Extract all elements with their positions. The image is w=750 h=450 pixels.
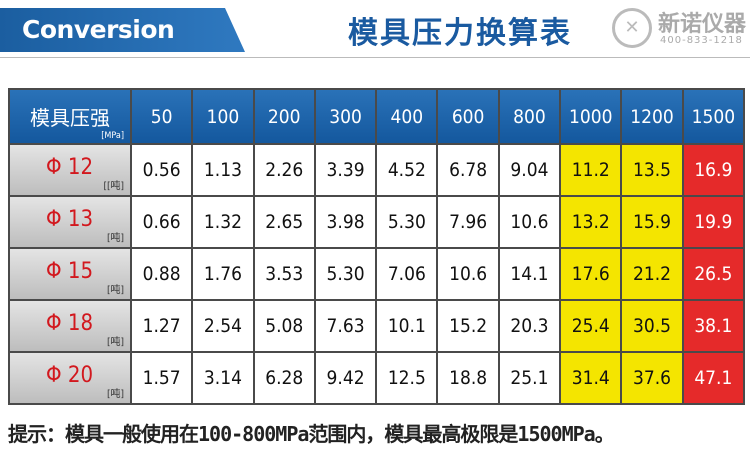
- table-cell: 13.5: [620, 143, 684, 197]
- row-unit: [吨]: [106, 389, 124, 400]
- table-cell: 5.30: [313, 247, 378, 301]
- footer-note: 提示：模具一般使用在100-800MPa范围内，模具最高极限是1500MPa。: [8, 422, 615, 446]
- table-row: Φ 20 [吨] 1.57 3.14 6.28 9.42 12.5 18.8 25.1 31.4 3…: [8, 351, 746, 405]
- table-cell: 25.4: [559, 299, 623, 353]
- table-cell: 10.1: [375, 299, 439, 353]
- table-cell: 1.32: [191, 195, 255, 249]
- table-cell: 17.6: [559, 247, 623, 301]
- table-cell: 1.76: [191, 247, 255, 301]
- row-label: Φ 12: [46, 155, 94, 180]
- table-cell: 0.56: [129, 143, 194, 197]
- table-cell: 20.3: [497, 299, 562, 353]
- table-cell: 0.88: [129, 247, 194, 301]
- table-cell: 0.66: [129, 195, 194, 249]
- table-cell: 4.52: [375, 143, 439, 197]
- table-cell: 15.9: [620, 195, 684, 249]
- table-cell: 6.78: [436, 143, 500, 197]
- column-header: 100: [191, 88, 255, 145]
- row-unit: [吨]: [106, 233, 124, 244]
- row-header: Φ 20 [吨]: [8, 351, 132, 405]
- row-unit: [吨]: [106, 337, 124, 348]
- column-header: 50: [129, 88, 194, 145]
- header-row: 模具压强 [MPa] 50 100 200 300 400 600 800 1000 1200 150…: [8, 88, 746, 145]
- table-cell: 3.39: [313, 143, 378, 197]
- logo: ✕ 新诺仪器 400-833-1218: [612, 6, 748, 50]
- table-cell: 2.54: [191, 299, 255, 353]
- table-cell: 9.04: [497, 143, 562, 197]
- table-cell: 7.06: [375, 247, 439, 301]
- table-cell: 30.5: [620, 299, 684, 353]
- page-title: 模具压力换算表: [348, 16, 572, 51]
- table-row: Φ 13 [吨] 0.66 1.32 2.65 3.98 5.30 7.96 10.6 13.2 1…: [8, 195, 746, 249]
- table-cell: 21.2: [620, 247, 684, 301]
- table-cell: 25.1: [497, 351, 562, 405]
- row-unit: [吨]: [106, 285, 124, 296]
- table-cell: 1.27: [129, 299, 194, 353]
- table-cell: 7.96: [436, 195, 500, 249]
- table-cell: 6.28: [252, 351, 316, 405]
- table-cell: 19.9: [681, 195, 746, 249]
- banner: Conversion: [0, 8, 245, 52]
- row-label: Φ 15: [46, 259, 94, 284]
- row-header: Φ 12 [[吨]: [8, 143, 132, 197]
- table-cell: 3.14: [191, 351, 255, 405]
- table-row: Φ 12 [[吨] 0.56 1.13 2.26 3.39 4.52 6.78 9.04 11.2…: [8, 143, 746, 197]
- logo-name: 新诺仪器: [658, 12, 747, 37]
- table-cell: 2.26: [252, 143, 316, 197]
- corner-label: 模具压强: [30, 106, 110, 130]
- column-header: 400: [375, 88, 439, 145]
- table-cell: 5.08: [252, 299, 316, 353]
- table-cell: 12.5: [375, 351, 439, 405]
- banner-text: Conversion: [22, 15, 175, 44]
- row-label: Φ 18: [46, 311, 94, 336]
- table-cell: 3.98: [313, 195, 378, 249]
- conversion-table: 模具压强 [MPa] 50 100 200 300 400 600 800 1000 1200 150…: [8, 88, 746, 405]
- row-header: Φ 18 [吨]: [8, 299, 132, 353]
- row-label: Φ 20: [46, 363, 94, 388]
- table-cell: 26.5: [681, 247, 746, 301]
- logo-phone: 400-833-1218: [660, 35, 743, 46]
- table-cell: 10.6: [497, 195, 562, 249]
- table-cell: 18.8: [436, 351, 500, 405]
- table-cell: 1.57: [129, 351, 194, 405]
- table-cell: 7.63: [313, 299, 378, 353]
- table-cell: 9.42: [313, 351, 378, 405]
- table-cell: 14.1: [497, 247, 562, 301]
- table-cell: 47.1: [681, 351, 746, 405]
- table-cell: 31.4: [559, 351, 623, 405]
- column-header: 300: [313, 88, 378, 145]
- table-row: Φ 15 [吨] 0.88 1.76 3.53 5.30 7.06 10.6 14.1 17.6 2…: [8, 247, 746, 301]
- table-cell: 10.6: [436, 247, 500, 301]
- column-header: 1000: [559, 88, 623, 145]
- corner-unit: [MPa]: [101, 131, 124, 141]
- table-cell: 15.2: [436, 299, 500, 353]
- row-header: Φ 13 [吨]: [8, 195, 132, 249]
- table-row: Φ 18 [吨] 1.27 2.54 5.08 7.63 10.1 15.2 20.3 25.4 3…: [8, 299, 746, 353]
- table-cell: 5.30: [375, 195, 439, 249]
- corner-cell: 模具压强 [MPa]: [8, 88, 132, 145]
- column-header: 1200: [620, 88, 684, 145]
- row-label: Φ 13: [46, 207, 94, 232]
- table-cell: 1.13: [191, 143, 255, 197]
- table-cell: 16.9: [681, 143, 746, 197]
- row-unit: [[吨]: [103, 181, 124, 192]
- table-cell: 37.6: [620, 351, 684, 405]
- column-header: 600: [436, 88, 500, 145]
- table-cell: 13.2: [559, 195, 623, 249]
- table-cell: 38.1: [681, 299, 746, 353]
- table-cell: 2.65: [252, 195, 316, 249]
- column-header: 800: [497, 88, 562, 145]
- column-header: 1500: [681, 88, 746, 145]
- logo-icon: ✕: [612, 8, 652, 48]
- divider: [0, 57, 750, 58]
- column-header: 200: [252, 88, 316, 145]
- table-cell: 11.2: [559, 143, 623, 197]
- table-cell: 3.53: [252, 247, 316, 301]
- row-header: Φ 15 [吨]: [8, 247, 132, 301]
